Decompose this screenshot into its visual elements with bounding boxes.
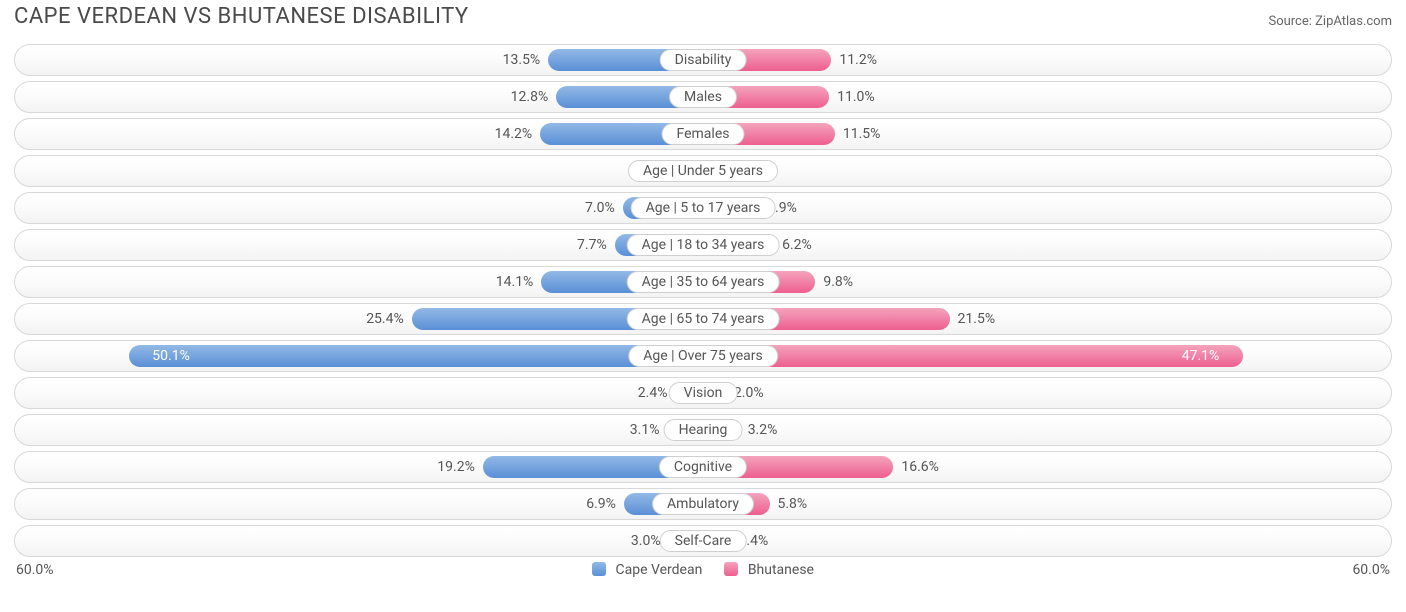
value-label-right: 6.2% (782, 237, 812, 253)
axis-legend-row: 60.0% Cape Verdean Bhutanese 60.0% (14, 562, 1392, 584)
value-label-left: 14.1% (496, 274, 534, 290)
axis-max-right: 60.0% (1352, 562, 1390, 578)
value-label-left: 2.4% (638, 385, 668, 401)
chart-row: 25.4% 21.5% Age | 65 to 74 years (14, 303, 1392, 335)
value-label-left: 25.4% (366, 311, 404, 327)
value-label-left: 50.1% (142, 348, 190, 364)
value-label-right: 3.2% (748, 422, 778, 438)
value-label-left: 7.0% (585, 200, 615, 216)
legend-label-left: Cape Verdean (616, 562, 703, 578)
value-label-right: 21.5% (958, 311, 996, 327)
legend-swatch-right (724, 562, 738, 576)
chart-row: 2.4% 2.0%Vision (14, 377, 1392, 409)
category-pill: Disability (660, 49, 747, 71)
chart-row: 19.2% 16.6% Cognitive (14, 451, 1392, 483)
chart-row: 14.1% 9.8% Age | 35 to 64 years (14, 266, 1392, 298)
value-label-right: 9.8% (823, 274, 853, 290)
value-label-left: 7.7% (577, 237, 607, 253)
value-label-left: 19.2% (437, 459, 475, 475)
category-pill: Hearing (664, 419, 743, 441)
chart-row: 14.2% 11.5% Females (14, 118, 1392, 150)
legend-item-right: Bhutanese (724, 562, 814, 578)
source-label: Source: ZipAtlas.com (1268, 14, 1392, 29)
chart-row: 1.7%1.2%Age | Under 5 years (14, 155, 1392, 187)
legend-label-right: Bhutanese (748, 562, 814, 578)
bar-left (129, 345, 703, 367)
value-label-right: 2.0% (734, 385, 764, 401)
value-label-right: 16.6% (901, 459, 939, 475)
chart-area: 13.5% 11.2% Disability 12.8% 11.0% Males 14.2%… (14, 44, 1392, 590)
category-pill: Ambulatory (652, 493, 754, 515)
category-pill: Age | 65 to 74 years (627, 308, 780, 330)
chart-row: 50.1% 47.1% Age | Over 75 years (14, 340, 1392, 372)
chart-row: 13.5% 11.2% Disability (14, 44, 1392, 76)
value-label-left: 14.2% (495, 126, 533, 142)
chart-row: 7.0%4.9%Age | 5 to 17 years (14, 192, 1392, 224)
chart-row: 12.8% 11.0% Males (14, 81, 1392, 113)
category-pill: Vision (669, 382, 738, 404)
category-pill: Age | 18 to 34 years (627, 234, 780, 256)
value-label-right: 11.0% (837, 89, 875, 105)
category-pill: Age | Over 75 years (628, 345, 778, 367)
value-label-left: 3.0% (631, 533, 661, 549)
chart-row: 6.9% 5.8% Ambulatory (14, 488, 1392, 520)
chart-title: CAPE VERDEAN VS BHUTANESE DISABILITY (14, 4, 469, 29)
value-label-left: 13.5% (503, 52, 541, 68)
chart-row: 3.0%2.4%Self-Care (14, 525, 1392, 557)
value-label-left: 6.9% (586, 496, 616, 512)
category-pill: Age | Under 5 years (628, 160, 778, 182)
value-label-right: 47.1% (1182, 348, 1230, 364)
category-pill: Cognitive (659, 456, 747, 478)
value-label-left: 3.1% (630, 422, 660, 438)
axis-max-left: 60.0% (16, 562, 54, 578)
bar-right (703, 345, 1243, 367)
value-label-right: 11.5% (843, 126, 881, 142)
legend-swatch-left (592, 562, 606, 576)
legend-item-left: Cape Verdean (592, 562, 702, 578)
category-pill: Self-Care (660, 530, 747, 552)
value-label-right: 11.2% (839, 52, 877, 68)
rows-container: 13.5% 11.2% Disability 12.8% 11.0% Males 14.2%… (14, 44, 1392, 557)
chart-row: 3.1% 3.2% Hearing (14, 414, 1392, 446)
category-pill: Females (662, 123, 745, 145)
value-label-right: 5.8% (778, 496, 808, 512)
category-pill: Age | 35 to 64 years (627, 271, 780, 293)
value-label-left: 12.8% (511, 89, 549, 105)
category-pill: Males (669, 86, 737, 108)
legend: Cape Verdean Bhutanese (592, 562, 814, 578)
header: CAPE VERDEAN VS BHUTANESE DISABILITY Sou… (0, 0, 1406, 39)
chart-row: 7.7% 6.2%Age | 18 to 34 years (14, 229, 1392, 261)
category-pill: Age | 5 to 17 years (631, 197, 776, 219)
